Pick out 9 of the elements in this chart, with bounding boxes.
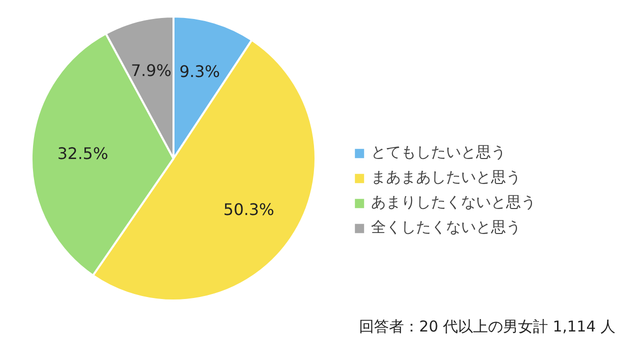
legend-label: とてもしたいと思う [371,143,506,162]
data-label: 50.3% [223,200,274,219]
legend-label: まあまあしたいと思う [371,168,521,187]
data-label: 7.9% [130,60,172,80]
data-label: 32.5% [57,144,108,164]
legend-label: あまりしたくないと思う [371,193,536,212]
data-label: 9.3% [179,62,220,81]
text: 回答者：20 代以上の男女計 1,114 人 [359,318,616,336]
legend-label: 全くしたくないと思う [371,218,521,237]
